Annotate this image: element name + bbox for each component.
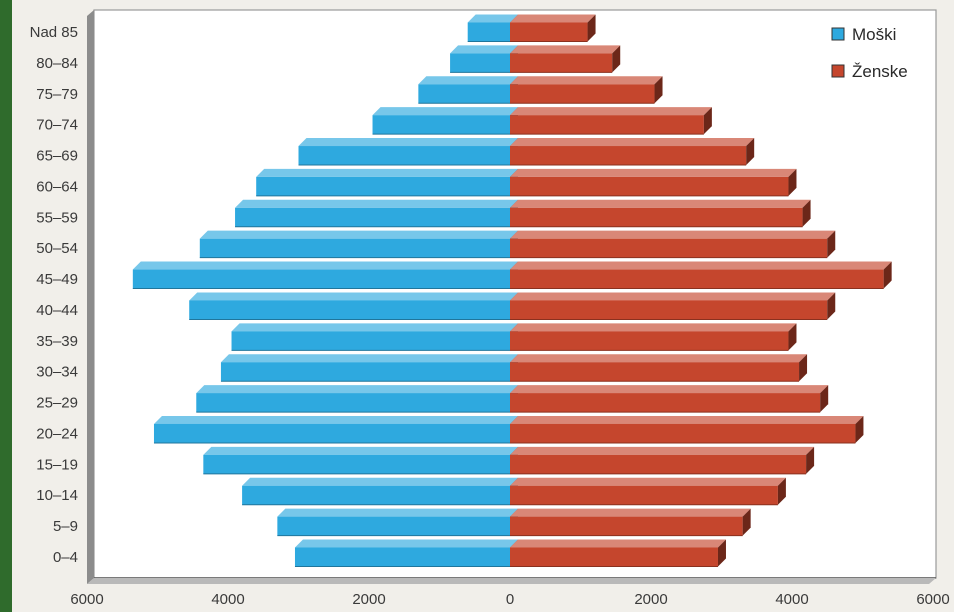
bar-right-2 <box>510 477 786 506</box>
y-tick-label: 75–79 <box>36 86 78 103</box>
legend-label: Ženske <box>852 62 908 81</box>
y-tick-label: 80–84 <box>36 55 78 72</box>
bar-right-13 <box>510 138 755 166</box>
bar-right-8 <box>510 292 836 320</box>
bar-right-7 <box>510 323 797 351</box>
bar-right-4 <box>510 415 864 444</box>
y-tick-label: 60–64 <box>36 178 78 195</box>
bar-left-2 <box>242 477 518 506</box>
bar-left-14 <box>372 107 518 135</box>
y-tick-label: Nad 85 <box>30 24 78 41</box>
y-tick-label: 70–74 <box>36 117 78 134</box>
y-axis-wall <box>87 10 94 584</box>
x-tick-label: 6000 <box>916 591 949 608</box>
legend-label: Moški <box>852 25 896 44</box>
x-tick-label: 4000 <box>775 591 808 608</box>
y-tick-label: 50–54 <box>36 240 78 257</box>
bar-right-1 <box>510 508 751 537</box>
bar-right-9 <box>510 261 892 290</box>
y-tick-label: 40–44 <box>36 302 78 319</box>
bar-left-1 <box>277 508 518 537</box>
bar-left-4 <box>153 415 518 444</box>
bar-left-9 <box>132 261 518 290</box>
x-tick-label: 6000 <box>70 591 103 608</box>
bar-left-15 <box>418 76 518 104</box>
y-tick-label: 5–9 <box>53 518 78 535</box>
bar-left-6 <box>220 354 518 382</box>
bars <box>132 14 892 567</box>
y-tick-labels: 0–4 5–9 10–14 15–19 20–24 25–29 30–34 35–39 40–4… <box>30 24 78 566</box>
bar-right-11 <box>510 199 811 228</box>
bar-right-10 <box>510 230 836 259</box>
bar-left-5 <box>196 385 518 413</box>
bar-left-10 <box>199 230 519 259</box>
bar-left-11 <box>235 199 519 228</box>
bar-left-3 <box>203 446 518 475</box>
y-tick-label: 15–19 <box>36 456 78 473</box>
bar-left-13 <box>298 138 518 166</box>
bar-right-15 <box>510 76 663 104</box>
bar-left-8 <box>189 292 518 320</box>
y-tick-label: 25–29 <box>36 395 78 412</box>
bar-left-16 <box>450 45 518 73</box>
legend-swatch <box>831 64 845 78</box>
x-axis-floor <box>87 578 936 584</box>
y-tick-label: 35–39 <box>36 333 78 350</box>
y-tick-label: 30–34 <box>36 364 78 381</box>
y-tick-label: 10–14 <box>36 487 78 504</box>
y-tick-label: 65–69 <box>36 148 78 165</box>
bar-right-3 <box>510 446 815 475</box>
x-tick-label: 2000 <box>352 591 385 608</box>
y-tick-label: 55–59 <box>36 209 78 226</box>
y-tick-label: 20–24 <box>36 425 78 442</box>
bar-right-0 <box>510 539 726 567</box>
y-tick-label: 0–4 <box>53 549 78 566</box>
y-tick-label: 45–49 <box>36 271 78 288</box>
bar-left-12 <box>256 168 518 197</box>
bar-right-14 <box>510 107 712 135</box>
legend-swatch <box>831 27 845 41</box>
bar-left-0 <box>294 539 518 567</box>
bar-right-17 <box>510 14 596 42</box>
bar-left-7 <box>231 323 518 351</box>
bar-right-6 <box>510 354 808 382</box>
x-tick-label: 0 <box>506 591 514 608</box>
bar-right-12 <box>510 168 797 197</box>
legend: Moški Ženske <box>831 25 908 81</box>
x-tick-label: 4000 <box>211 591 244 608</box>
x-tick-labels: 6000 4000 2000 0 2000 4000 6000 <box>70 591 949 608</box>
x-tick-label: 2000 <box>634 591 667 608</box>
bar-right-16 <box>510 45 621 73</box>
bar-right-5 <box>510 385 829 413</box>
